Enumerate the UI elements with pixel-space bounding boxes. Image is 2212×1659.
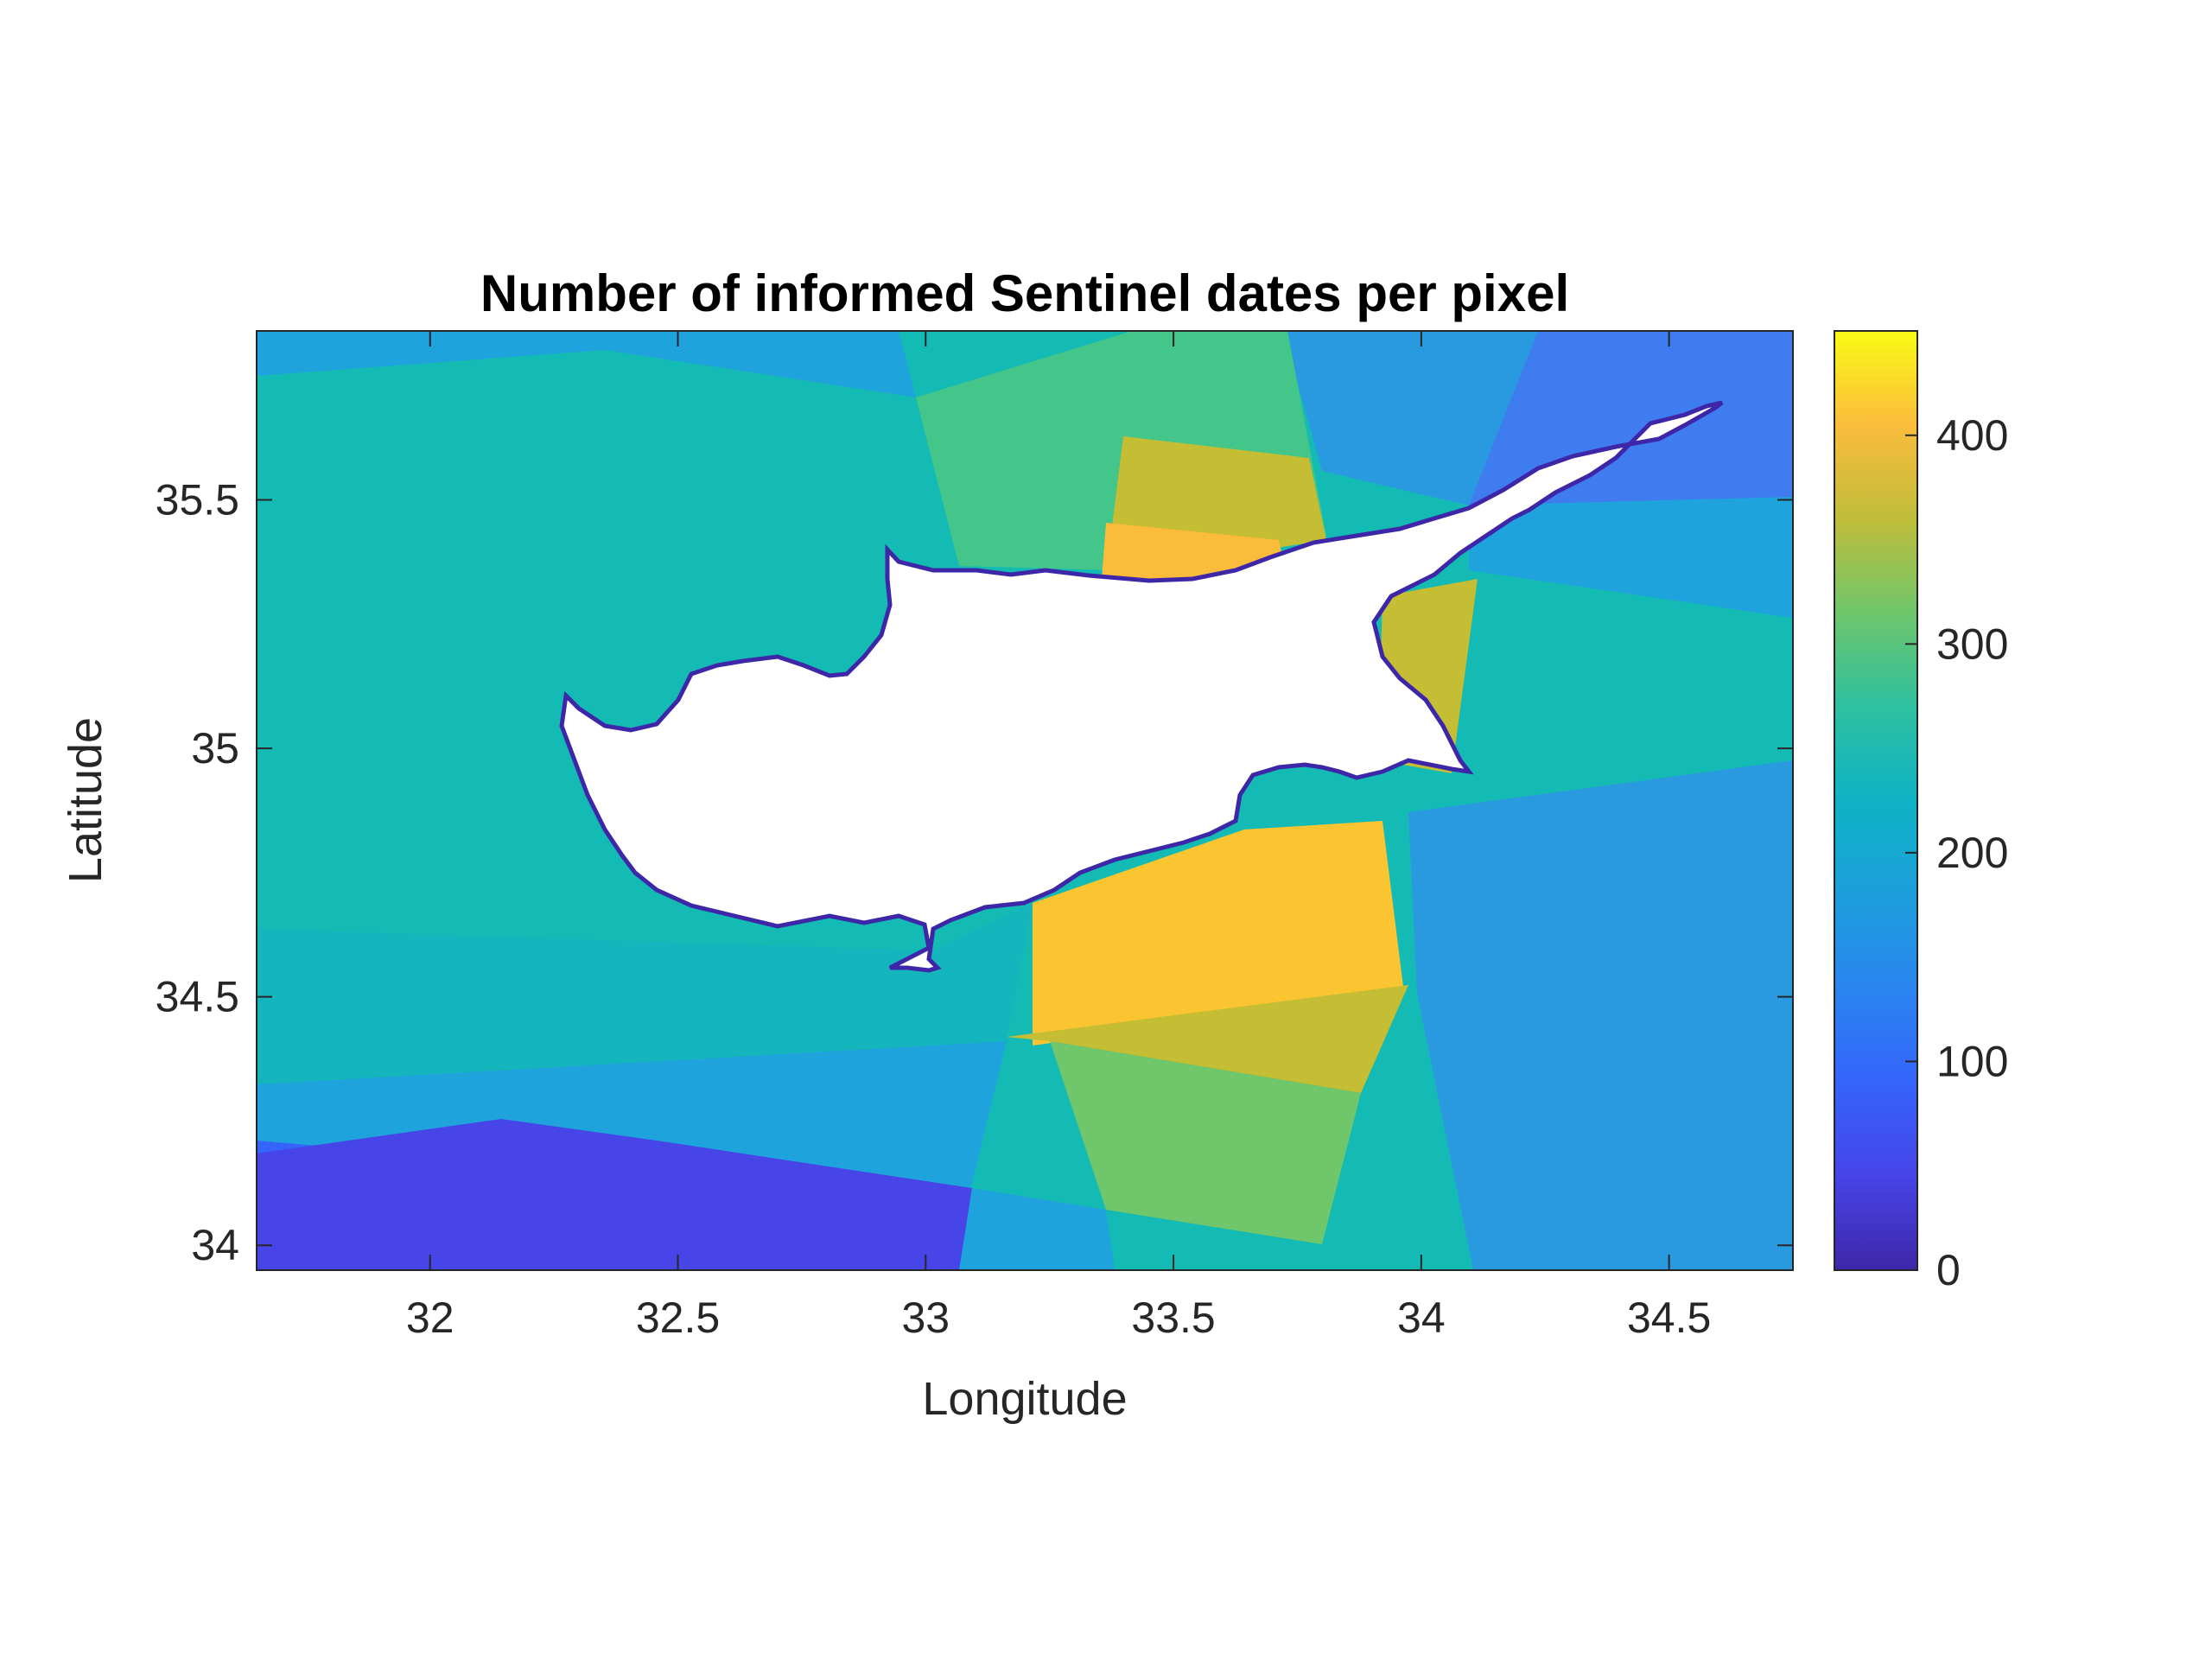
cyprus-landmass: [559, 400, 1724, 973]
heatmap-region: [257, 903, 1033, 1084]
heatmap-region: [1007, 985, 1408, 1093]
y-tick-label: 34: [191, 1221, 239, 1269]
chart-title: Number of informed Sentinel dates per pi…: [480, 264, 1569, 322]
y-tick-label: 35.5: [156, 476, 239, 524]
heatmap-plot: [257, 331, 1793, 1270]
colorbar-tick-label: 400: [1936, 411, 2008, 460]
x-axis: 32 32.5 33 33.5 34 34.5: [406, 331, 1711, 1342]
heatmap-region: [257, 331, 916, 397]
heatmap-region: [1283, 331, 1538, 505]
colorbar: [1834, 330, 1918, 1271]
x-axis-label: Longitude: [922, 1373, 1127, 1425]
y-tick-label: 35: [191, 724, 239, 772]
x-tick-label: 32.5: [636, 1294, 720, 1342]
heatmap-region: [257, 1041, 1007, 1201]
y-axis: 34 34.5 35 35.5: [156, 476, 1793, 1269]
heatmap-region: [1033, 821, 1404, 1046]
colorbar-tick-label: 100: [1936, 1037, 2008, 1085]
x-tick-label: 33.5: [1131, 1294, 1215, 1342]
y-tick-label: 34.5: [156, 973, 239, 1021]
colorbar-tick-label: 200: [1936, 829, 2008, 877]
x-tick-label: 34.5: [1627, 1294, 1711, 1342]
x-tick-label: 33: [901, 1294, 950, 1342]
colorbar-ticks: 0 100 200 300 400: [1905, 411, 2008, 1294]
heatmap-region: [1408, 760, 1793, 1270]
colorbar-tick-label: 0: [1936, 1246, 1961, 1294]
x-tick-label: 34: [1397, 1294, 1446, 1342]
y-axis-label: Latitude: [60, 717, 111, 883]
heatmap-region: [1102, 523, 1287, 579]
heatmap-region: [257, 1119, 972, 1270]
heatmap-region: [959, 1188, 1115, 1270]
heatmap-region: [1469, 497, 1793, 618]
heatmap-region: [1050, 1041, 1361, 1244]
x-tick-label: 32: [406, 1294, 454, 1342]
plot-frame: [256, 330, 1794, 1271]
colorbar-tick-label: 300: [1936, 620, 2008, 668]
